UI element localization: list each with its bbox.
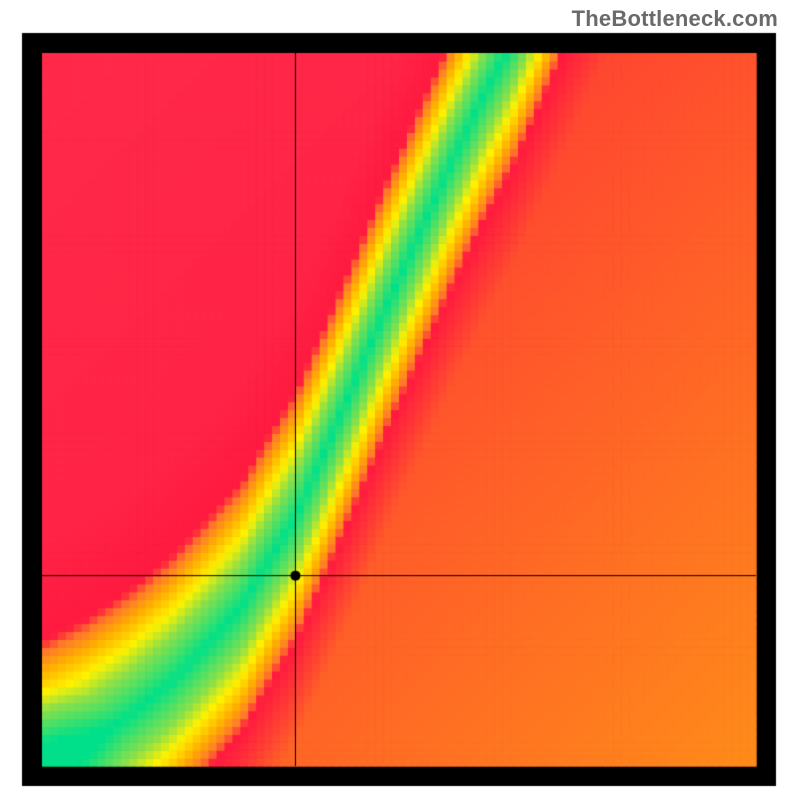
heatmap-canvas — [0, 0, 800, 800]
watermark-text: TheBottleneck.com — [572, 6, 778, 32]
chart-container: TheBottleneck.com — [0, 0, 800, 800]
